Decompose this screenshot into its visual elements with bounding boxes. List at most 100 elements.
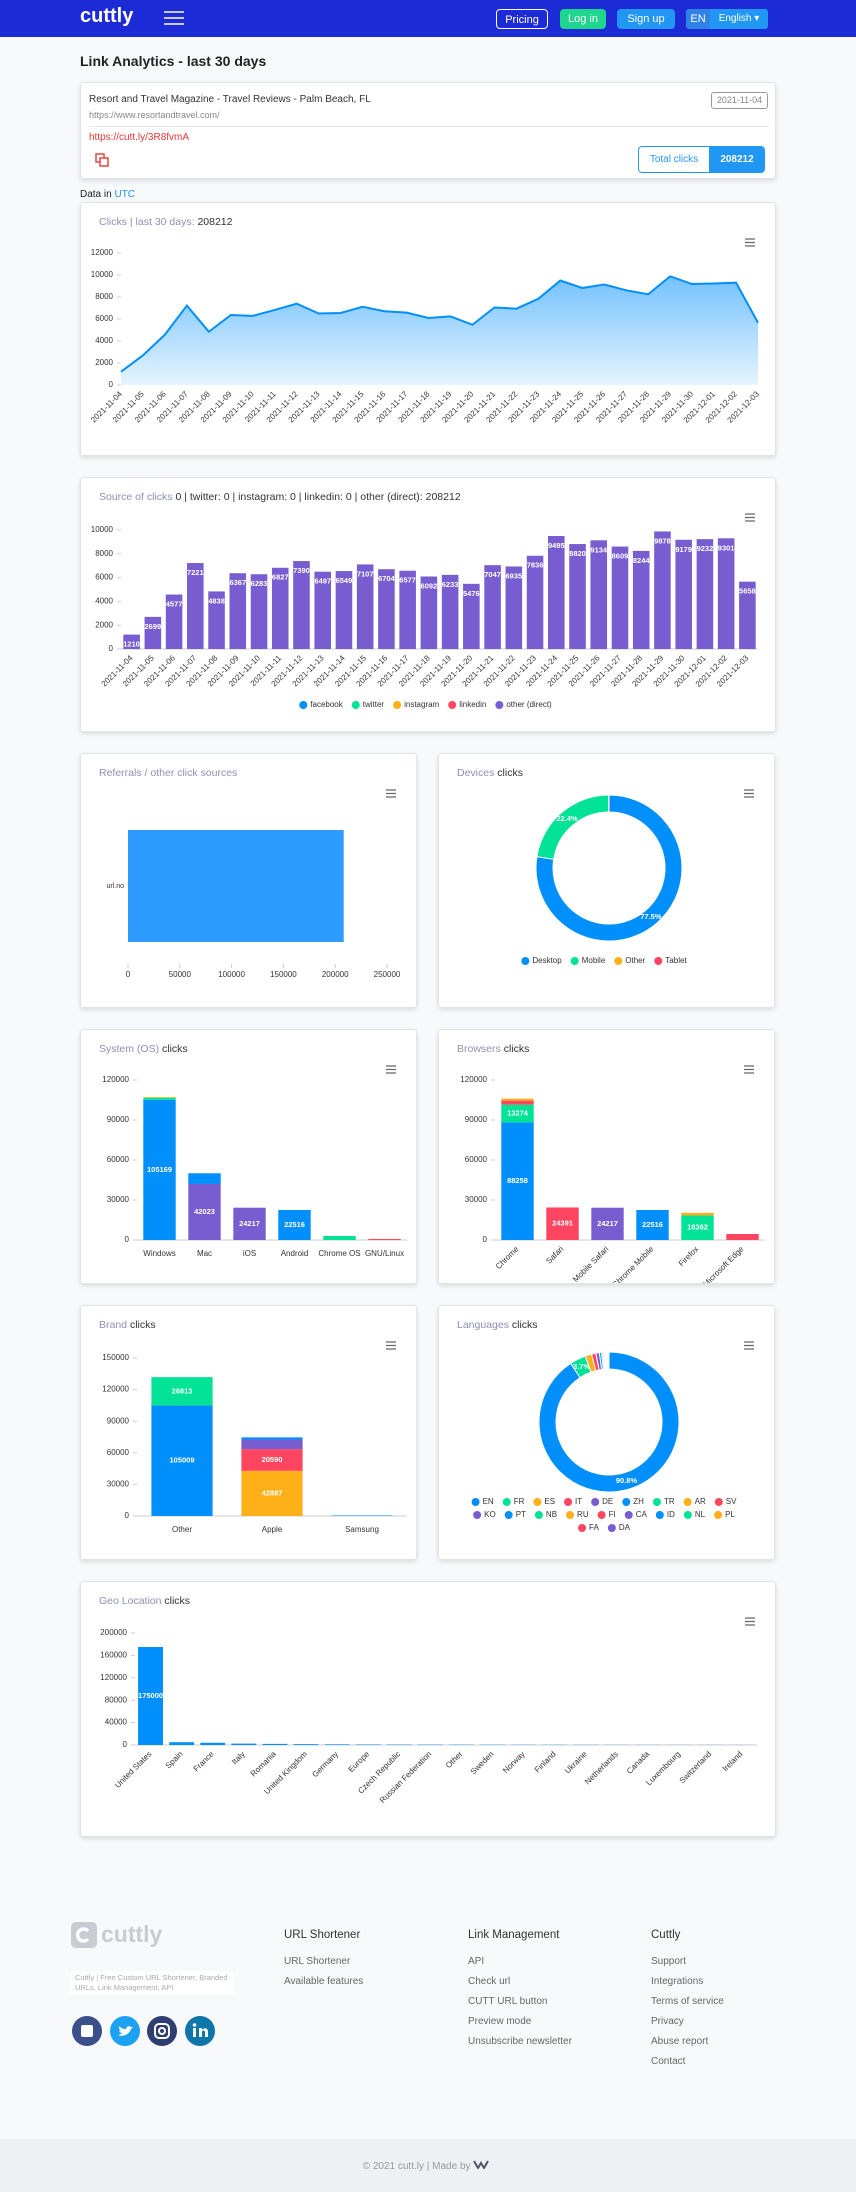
x-tick-label: Canada	[625, 1749, 652, 1776]
donut-slice	[536, 794, 610, 860]
value-label: 6367	[229, 578, 246, 587]
value-label: 20590	[262, 1455, 283, 1464]
timezone: Data in UTC	[80, 189, 135, 200]
bar	[378, 569, 395, 649]
y-tick-label: 90000	[107, 1115, 130, 1124]
legend-label: ES	[544, 1497, 555, 1506]
chart-title-text: Referrals / other click sources	[99, 767, 238, 779]
bar	[726, 1234, 759, 1240]
signup-button[interactable]: Sign up	[617, 9, 675, 29]
login-button[interactable]: Log in	[560, 9, 606, 29]
legend-label: RU	[577, 1510, 589, 1519]
legend: Desktop Mobile Other Tablet	[521, 956, 687, 965]
chart-menu[interactable]	[386, 1341, 396, 1350]
x-tick-label: Ukraine	[563, 1749, 589, 1775]
footer-link[interactable]: Privacy	[651, 2016, 684, 2027]
footer-link[interactable]: Terms of service	[651, 1996, 724, 2007]
y-tick-label: 8000	[95, 549, 113, 558]
chart-menu[interactable]	[386, 789, 396, 798]
x-tick-label: Romania	[249, 1749, 278, 1778]
value-label: 9878	[654, 536, 671, 545]
legend-label: Desktop	[532, 956, 562, 965]
legend-label: other (direct)	[506, 700, 552, 709]
y-tick-label: 120000	[102, 1385, 129, 1394]
chart-menu[interactable]	[745, 238, 755, 247]
footer-link[interactable]: Abuse report	[651, 2036, 709, 2047]
y-tick-label: 0	[109, 380, 114, 389]
footer-link[interactable]: Preview mode	[468, 2016, 532, 2027]
link-url[interactable]: https://www.resortandtravel.com/	[89, 110, 220, 120]
legend-label: instagram	[404, 700, 439, 709]
x-tick-label: 0	[126, 970, 131, 979]
logo[interactable]: cuttly	[80, 5, 134, 27]
bar	[200, 1742, 226, 1745]
y-tick-label: 0	[483, 1235, 488, 1244]
chart-title-text: Brand	[99, 1319, 128, 1331]
total-value: 208212	[709, 147, 764, 172]
legend-label: DE	[602, 1497, 613, 1506]
chart-menu[interactable]	[745, 1617, 755, 1626]
value-label: 2699	[145, 622, 162, 631]
menu-toggle[interactable]	[164, 10, 184, 26]
chart-title: Languages clicks	[457, 1319, 538, 1331]
chart-card: Browsers clicks 0 30000 60000 90000 120000 Chr…	[438, 1029, 775, 1284]
footer-link[interactable]: URL Shortener	[284, 1956, 351, 1967]
copy-icon[interactable]	[95, 153, 109, 167]
value-label: 77.5%	[640, 912, 662, 921]
legend-label: AR	[695, 1497, 706, 1506]
y-tick-label: 90000	[465, 1115, 488, 1124]
value-label: 24217	[239, 1219, 260, 1228]
chart: 90.8% 3.7% EN FR ES IT DE ZH TR AR SV KO PT NB RU FI CA I…	[471, 1341, 754, 1532]
value-label: 6092	[421, 581, 438, 590]
chart: 02000400060008000100002021-11-0412102021…	[91, 513, 758, 709]
footer-link[interactable]: CUTT URL button	[468, 1996, 548, 2007]
value-label: 175000	[138, 1691, 163, 1700]
y-tick-label: 10000	[91, 525, 114, 534]
bar	[208, 591, 225, 649]
footer-link[interactable]: API	[468, 1956, 485, 1967]
chart-title-suffix: clicks	[162, 1043, 188, 1055]
legend-swatch	[624, 1511, 633, 1519]
legend-swatch	[591, 1498, 600, 1506]
chart-menu[interactable]	[386, 1065, 396, 1074]
bar	[250, 574, 268, 649]
chart: 0 30000 60000 90000 120000 Windows 105169 Mac 42…	[102, 1065, 407, 1258]
footer-link[interactable]: Check url	[468, 1976, 511, 1987]
logo-icon	[71, 1922, 97, 1948]
chart-title-text: Clicks | last 30 days:	[99, 216, 195, 228]
instagram-icon[interactable]	[147, 2016, 177, 2046]
chart-menu[interactable]	[744, 1065, 754, 1074]
footer-link[interactable]: Integrations	[651, 1976, 704, 1987]
x-tick-label: Chrome Mobile	[611, 1244, 656, 1283]
bar	[314, 571, 331, 649]
chart-menu[interactable]	[744, 789, 754, 798]
footer-link[interactable]: Available features	[284, 1976, 364, 1987]
y-tick-label: 6000	[95, 573, 113, 582]
bar	[293, 561, 310, 649]
chart: 0 40000 80000 120000 160000 200000 United Stat…	[100, 1617, 757, 1805]
pricing-button[interactable]: Pricing	[496, 9, 548, 29]
bar	[569, 544, 586, 649]
legend-swatch	[597, 1511, 606, 1519]
value-label: 3.7%	[573, 1362, 590, 1371]
footer-link[interactable]: Unsubscribe newsletter	[468, 2036, 572, 2047]
y-tick-label: 30000	[465, 1195, 488, 1204]
chart-title: Devices clicks	[457, 767, 523, 779]
legend-label: ZH	[633, 1497, 644, 1506]
chart-menu[interactable]	[745, 513, 755, 522]
footer-link[interactable]: Support	[651, 1956, 687, 1967]
x-tick-label: Safari	[544, 1244, 565, 1265]
legend-swatch	[351, 701, 360, 709]
chart-card: Languages clicks 90.8% 3.7% EN FR ES IT DE ZH TR A…	[438, 1305, 775, 1560]
x-tick-label: 50000	[169, 970, 192, 979]
link-title: Resort and Travel Magazine - Travel Revi…	[89, 94, 371, 105]
bar	[241, 1449, 303, 1471]
value-label: 6283	[251, 579, 268, 588]
chart-menu[interactable]	[744, 1341, 754, 1350]
lang-code[interactable]: EN	[686, 9, 710, 29]
language-select[interactable]: English ▾	[710, 9, 768, 29]
value-label: 8244	[633, 556, 651, 565]
footer-link[interactable]: Contact	[651, 2056, 686, 2067]
bar	[441, 574, 459, 649]
short-url[interactable]: https://cutt.ly/3R8fvmA	[89, 132, 190, 143]
